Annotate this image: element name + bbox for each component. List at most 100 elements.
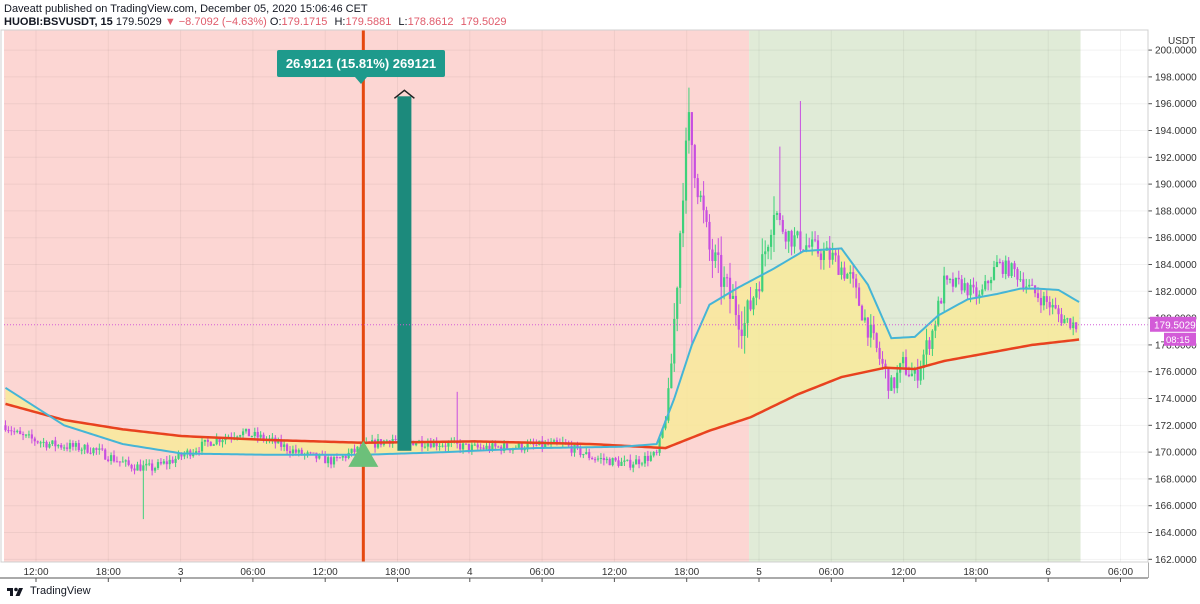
candle-down	[717, 252, 720, 255]
candle-up	[585, 452, 588, 455]
candle-up	[241, 431, 245, 436]
candle-down	[312, 452, 315, 454]
candle-up	[271, 437, 274, 439]
candle-down	[617, 460, 620, 466]
candle-up	[148, 463, 151, 465]
candle-down	[60, 445, 63, 448]
candle-up	[121, 461, 124, 463]
candle-up	[162, 461, 165, 464]
time-tick-label: 06:00	[819, 567, 844, 578]
candle-down	[972, 284, 975, 288]
candle-down	[884, 363, 887, 369]
candle-up	[24, 434, 28, 436]
candle-down	[1057, 308, 1060, 315]
candle-down	[702, 195, 705, 211]
candle-up	[16, 430, 19, 432]
candle-down	[435, 441, 438, 447]
candle-up	[1072, 322, 1075, 329]
candle-down	[7, 430, 10, 432]
candle-down	[646, 455, 649, 461]
candle-up	[984, 281, 987, 290]
candle-down	[614, 458, 617, 461]
candle-up	[954, 277, 957, 287]
candle-up	[51, 440, 54, 444]
candle-down	[520, 443, 523, 451]
candle-down	[139, 464, 142, 471]
candle-down	[1001, 262, 1004, 274]
time-axis-bg	[0, 562, 1148, 582]
candle-down	[479, 447, 482, 449]
candle-up	[526, 443, 529, 450]
candle-up	[896, 372, 899, 389]
candle-up	[83, 444, 86, 450]
last-price-tag-text: 179.5029	[1154, 320, 1196, 331]
candle-up	[963, 283, 966, 291]
candle-up	[684, 140, 688, 201]
price-tick-label: 192.0000	[1155, 153, 1197, 164]
candle-up	[755, 289, 758, 298]
candle-up	[236, 436, 239, 438]
candle-up	[605, 458, 608, 461]
candle-down	[130, 464, 133, 469]
candle-down	[206, 439, 209, 442]
price-tick-label: 200.0000	[1155, 46, 1197, 57]
candle-up	[98, 448, 101, 450]
candle-down	[629, 459, 632, 468]
candle-up	[68, 443, 72, 449]
candle-up	[599, 457, 603, 459]
candle-down	[725, 277, 729, 279]
price-tick-label: 194.0000	[1155, 126, 1197, 137]
candle-down	[893, 377, 896, 389]
candle-up	[931, 330, 934, 349]
candle-down	[987, 281, 990, 284]
candle-down	[256, 431, 259, 438]
time-tick-label: 12:00	[23, 567, 48, 578]
candle-up	[937, 300, 940, 326]
candle-up	[992, 267, 996, 280]
candle-up	[221, 440, 224, 443]
time-tick-label: 18:00	[963, 567, 988, 578]
candle-down	[300, 449, 303, 455]
candle-up	[652, 451, 655, 456]
candle-up	[39, 442, 42, 444]
candle-down	[101, 448, 104, 450]
candle-down	[294, 449, 297, 453]
time-tick-label: 18:00	[385, 567, 410, 578]
candle-down	[843, 267, 846, 279]
candle-up	[743, 323, 746, 336]
candle-down	[878, 347, 881, 359]
candle-down	[285, 444, 289, 451]
candle-up	[142, 465, 145, 471]
candle-down	[916, 369, 919, 381]
candle-up	[943, 275, 946, 304]
candle-up	[746, 300, 749, 324]
high-label: H:	[334, 16, 346, 28]
candle-up	[772, 214, 776, 235]
candle-down	[165, 461, 168, 465]
candle-up	[667, 388, 670, 421]
candle-up	[177, 453, 180, 459]
candle-down	[30, 434, 33, 439]
candle-down	[720, 254, 723, 287]
candle-down	[107, 459, 110, 461]
countdown-tag	[1164, 332, 1196, 346]
candle-down	[602, 457, 605, 461]
candle-up	[250, 436, 253, 438]
candle-down	[1045, 296, 1048, 302]
candle-up	[441, 445, 444, 447]
candle-up	[1010, 263, 1013, 276]
open-value: 179.1715	[281, 16, 328, 28]
candle-up	[635, 459, 638, 465]
symbol-label: HUOBI:BSVUSDT, 15	[4, 16, 113, 28]
candle-up	[626, 459, 629, 461]
price-axis-bg	[1148, 0, 1200, 604]
candle-down	[118, 461, 121, 463]
candle-down	[802, 249, 805, 251]
candle-up	[174, 458, 177, 463]
candle-up	[423, 446, 427, 448]
candle-up	[910, 373, 913, 377]
candle-up	[699, 195, 702, 198]
candle-up	[385, 440, 388, 442]
